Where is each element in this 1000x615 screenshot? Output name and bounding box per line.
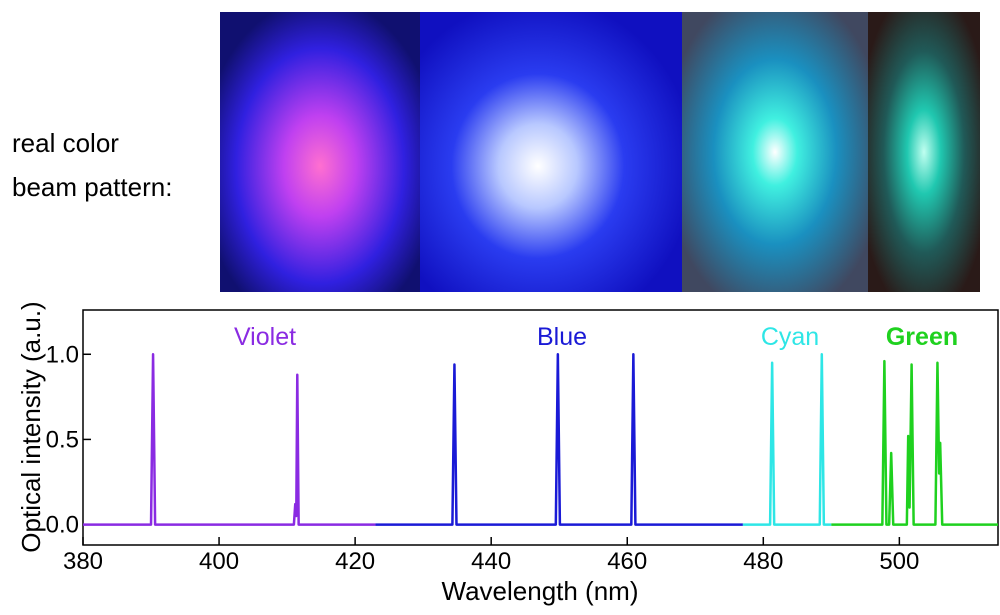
y-tick-label: 0.0 [46,512,79,539]
y-tick-label: 0.5 [46,426,79,453]
y-axis-title: Optical intensity (a.u.) [16,301,46,552]
x-tick-label: 480 [743,548,783,575]
violet-beam-photo [220,12,420,292]
x-tick-label: 380 [63,548,103,575]
x-tick-label: 420 [335,548,375,575]
x-tick-label: 460 [607,548,647,575]
plot-frame [82,309,999,546]
series-label: Blue [537,323,587,351]
annotation: beam pattern: [12,172,172,202]
green-beam-photo [868,12,980,292]
x-axis-title: Wavelength (nm) [442,576,639,606]
series-label: Violet [234,323,296,351]
y-tick-label: 1.0 [46,341,79,368]
x-tick-label: 400 [199,548,239,575]
spectrum-line [83,353,376,526]
series-label: Cyan [761,323,819,351]
series-label: Green [886,323,958,351]
spectrum-line [831,359,998,526]
spectrum-line [742,353,832,526]
spectrum-line [375,353,743,526]
beam-photos [220,12,980,292]
x-tick-label: 500 [879,548,919,575]
blue-beam-photo [420,12,682,292]
x-tick-label: 440 [471,548,511,575]
annotation: real color [12,128,119,158]
cyan-beam-photo [682,12,868,292]
